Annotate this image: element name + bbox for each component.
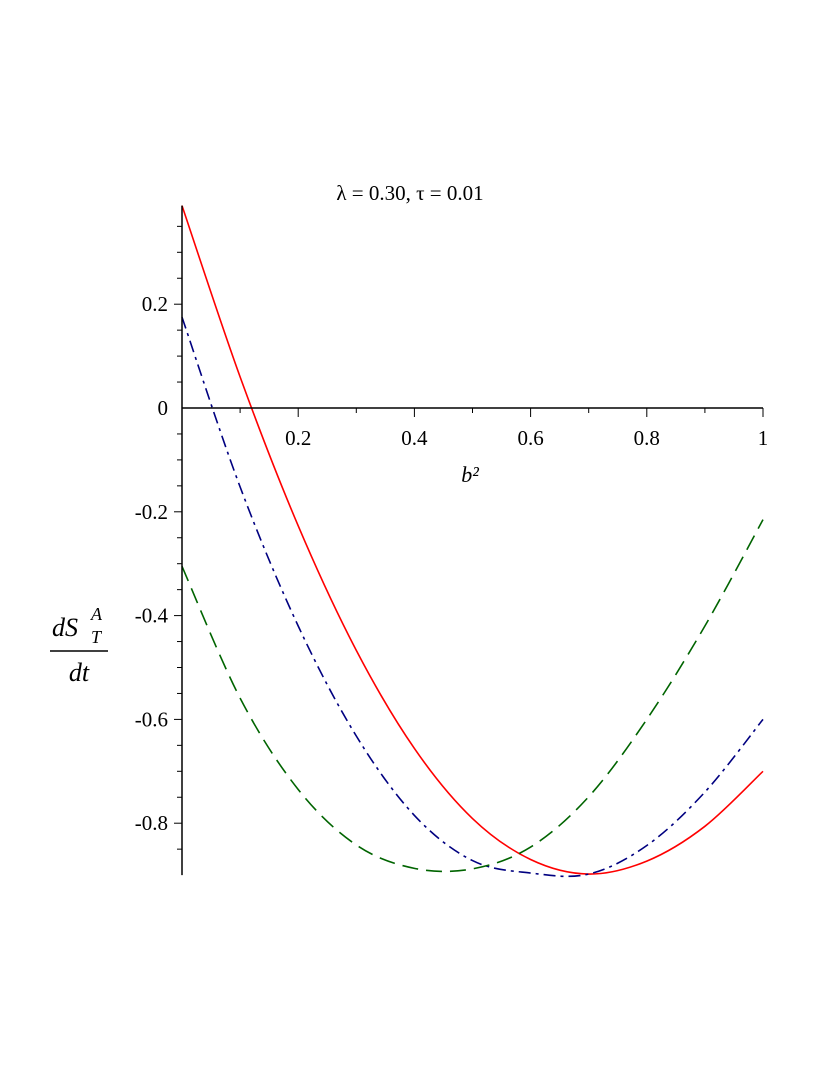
y-tick-label: -0.2 — [135, 500, 168, 524]
x-tick-label: 1 — [758, 426, 769, 450]
chart-title-group: λ = 0.30, τ = 0.01 — [336, 181, 483, 205]
x-axis-label: b² — [461, 462, 479, 487]
series-line-3 — [181, 519, 764, 873]
y-label-superscript: A — [90, 604, 103, 624]
series-line-2 — [181, 316, 764, 878]
x-tick-label: 0.2 — [285, 426, 311, 450]
y-label-numerator: dS — [52, 613, 78, 642]
series-group — [181, 205, 764, 878]
axes-group: 0.2 0.4 0.6 0.8 1 0.2 0 -0.2 -0.4 -0.6 -0.8 — [135, 205, 769, 876]
y-label-denominator: dt — [69, 658, 90, 687]
x-axis-label-group: b² — [461, 462, 479, 487]
x-tick-label: 0.6 — [517, 426, 543, 450]
y-tick-label: -0.6 — [135, 707, 168, 731]
y-tick-label: 0.2 — [142, 292, 168, 316]
x-tick-label: 0.4 — [401, 426, 428, 450]
y-tick-label: 0 — [158, 396, 169, 420]
x-tick-label: 0.8 — [634, 426, 660, 450]
y-tick-label: -0.8 — [135, 811, 168, 835]
y-tick-label: -0.4 — [135, 604, 169, 628]
y-label-subscript: T — [91, 627, 103, 647]
chart-title: λ = 0.30, τ = 0.01 — [336, 181, 483, 205]
series-line-1 — [181, 205, 764, 875]
